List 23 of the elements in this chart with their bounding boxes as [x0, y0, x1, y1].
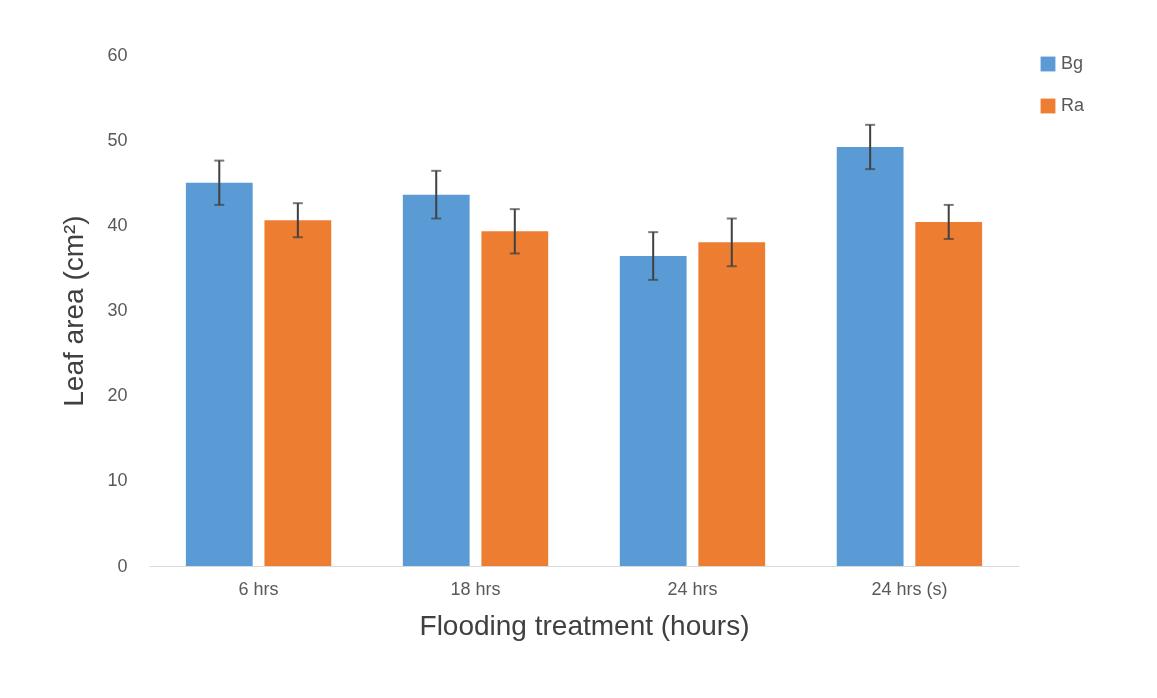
bar [915, 221, 983, 566]
bar [402, 194, 470, 566]
y-tick-label: 10 [107, 470, 128, 491]
x-tick-label: 24 hrs (s) [871, 578, 948, 599]
bar [619, 255, 687, 566]
x-axis-title: Flooding treatment (hours) [419, 609, 750, 641]
y-tick-label: 40 [107, 214, 128, 235]
y-tick-label: 20 [107, 385, 128, 406]
x-tick-label: 24 hrs [667, 578, 718, 599]
x-tick-label: 18 hrs [450, 578, 501, 599]
bar [481, 231, 549, 566]
y-tick-label: 60 [107, 44, 128, 65]
x-tick-label: 6 hrs [238, 578, 279, 599]
legend-label: Ra [1061, 95, 1085, 115]
bar [185, 182, 253, 566]
y-tick-label: 50 [107, 129, 128, 150]
bar [836, 146, 904, 566]
legend-label: Bg [1061, 53, 1084, 73]
bar [698, 242, 766, 566]
bar [264, 220, 332, 566]
y-tick-label: 0 [117, 555, 128, 576]
y-tick-label: 30 [107, 300, 128, 320]
y-axis-title: Leaf area (cm²) [58, 215, 90, 407]
